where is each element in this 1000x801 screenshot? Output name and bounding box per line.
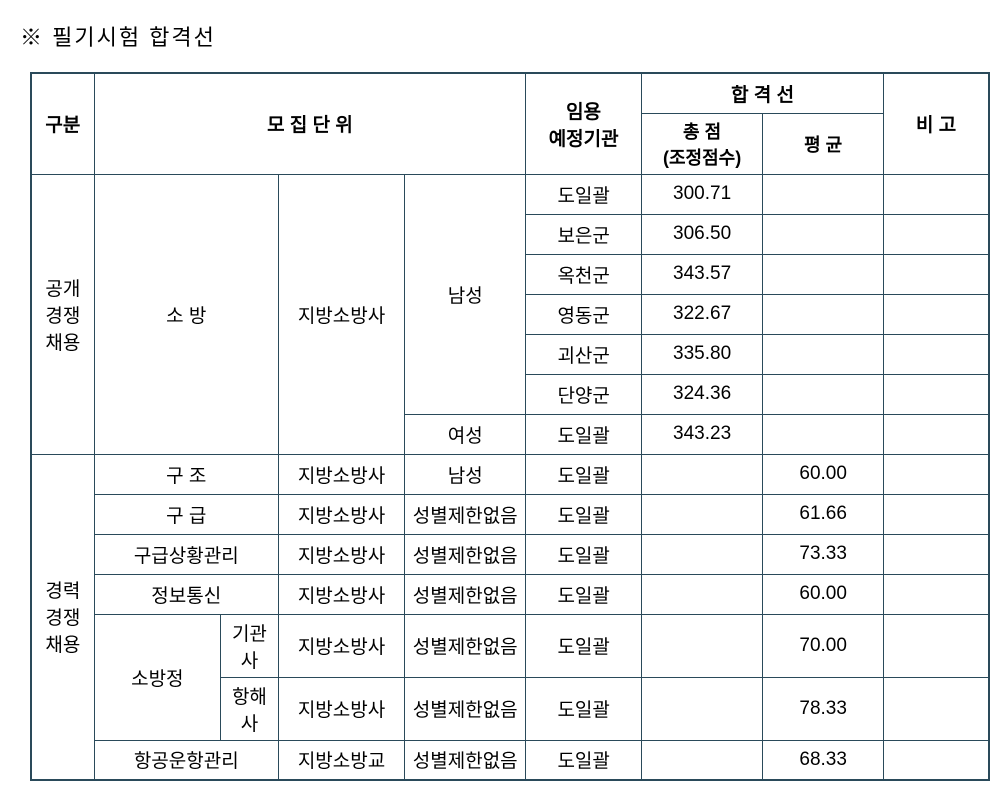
career-rank: 지방소방사: [278, 574, 404, 614]
agency-cell: 단양군: [526, 374, 642, 414]
score-cell: 300.71: [642, 174, 763, 214]
avg-cell: 73.33: [763, 534, 884, 574]
open-gender-female: 여성: [405, 414, 526, 454]
note-cell: [884, 254, 989, 294]
avg-cell: [763, 414, 884, 454]
avg-cell: [763, 374, 884, 414]
avg-cell: [763, 214, 884, 254]
agency-cell: 옥천군: [526, 254, 642, 294]
score-cell: [642, 614, 763, 677]
page-title: ※ 필기시험 합격선: [20, 20, 980, 52]
agency-cell: 도일괄: [526, 174, 642, 214]
career-field: 구 급: [94, 494, 278, 534]
career-gender: 성별제한없음: [405, 614, 526, 677]
career-rank: 지방소방사: [278, 677, 404, 740]
open-rank: 지방소방사: [278, 174, 404, 454]
career-rank: 지방소방사: [278, 494, 404, 534]
note-cell: [884, 374, 989, 414]
score-cell: 343.57: [642, 254, 763, 294]
career-rank: 지방소방사: [278, 454, 404, 494]
agency-cell: 영동군: [526, 294, 642, 334]
passline-table: 구분 모 집 단 위 임용예정기관 합 격 선 비 고 총 점(조정점수) 평 …: [30, 72, 990, 781]
agency-cell: 도일괄: [526, 534, 642, 574]
agency-cell: 보은군: [526, 214, 642, 254]
note-cell: [884, 677, 989, 740]
agency-cell: 도일괄: [526, 454, 642, 494]
score-cell: [642, 534, 763, 574]
note-cell: [884, 214, 989, 254]
header-gubun: 구분: [31, 73, 94, 174]
avg-cell: [763, 254, 884, 294]
avg-cell: [763, 294, 884, 334]
avg-cell: 78.33: [763, 677, 884, 740]
career-boat-sub: 항해사: [220, 677, 278, 740]
score-cell: 322.67: [642, 294, 763, 334]
note-cell: [884, 294, 989, 334]
note-cell: [884, 740, 989, 780]
career-gender: 성별제한없음: [405, 677, 526, 740]
avg-cell: 60.00: [763, 574, 884, 614]
career-boat-sub: 기관사: [220, 614, 278, 677]
note-cell: [884, 414, 989, 454]
agency-cell: 도일괄: [526, 677, 642, 740]
career-rank: 지방소방사: [278, 614, 404, 677]
career-field: 정보통신: [94, 574, 278, 614]
avg-cell: 61.66: [763, 494, 884, 534]
avg-cell: [763, 174, 884, 214]
agency-cell: 괴산군: [526, 334, 642, 374]
open-gender-male: 남성: [405, 174, 526, 414]
note-cell: [884, 534, 989, 574]
note-cell: [884, 454, 989, 494]
note-cell: [884, 174, 989, 214]
header-note: 비 고: [884, 73, 989, 174]
avg-cell: 70.00: [763, 614, 884, 677]
score-cell: [642, 574, 763, 614]
career-gender: 성별제한없음: [405, 574, 526, 614]
agency-cell: 도일괄: [526, 494, 642, 534]
score-cell: [642, 677, 763, 740]
avg-cell: [763, 334, 884, 374]
career-aviation-field: 항공운항관리: [94, 740, 278, 780]
career-rank: 지방소방사: [278, 534, 404, 574]
header-unit: 모 집 단 위: [94, 73, 526, 174]
career-field: 구 조: [94, 454, 278, 494]
career-field: 구급상황관리: [94, 534, 278, 574]
agency-cell: 도일괄: [526, 614, 642, 677]
header-agency: 임용예정기관: [526, 73, 642, 174]
open-field: 소 방: [94, 174, 278, 454]
score-cell: 335.80: [642, 334, 763, 374]
agency-cell: 도일괄: [526, 574, 642, 614]
header-passline: 합 격 선: [642, 73, 884, 113]
score-cell: [642, 454, 763, 494]
agency-cell: 도일괄: [526, 414, 642, 454]
note-cell: [884, 494, 989, 534]
career-rank: 지방소방교: [278, 740, 404, 780]
score-cell: [642, 740, 763, 780]
score-cell: 324.36: [642, 374, 763, 414]
note-cell: [884, 614, 989, 677]
score-cell: 306.50: [642, 214, 763, 254]
career-gender: 성별제한없음: [405, 740, 526, 780]
score-cell: 343.23: [642, 414, 763, 454]
score-cell: [642, 494, 763, 534]
note-cell: [884, 334, 989, 374]
note-cell: [884, 574, 989, 614]
career-gender: 성별제한없음: [405, 534, 526, 574]
header-total: 총 점(조정점수): [642, 113, 763, 174]
career-gender: 남성: [405, 454, 526, 494]
agency-cell: 도일괄: [526, 740, 642, 780]
career-boat-field: 소방정: [94, 614, 220, 740]
avg-cell: 68.33: [763, 740, 884, 780]
avg-cell: 60.00: [763, 454, 884, 494]
gubun-career: 경력경쟁채용: [31, 454, 94, 780]
career-gender: 성별제한없음: [405, 494, 526, 534]
header-avg: 평 균: [763, 113, 884, 174]
gubun-open: 공개경쟁채용: [31, 174, 94, 454]
